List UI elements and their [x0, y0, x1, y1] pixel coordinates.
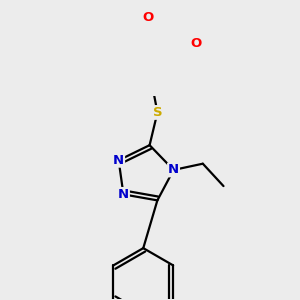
Text: O: O: [142, 11, 154, 24]
Text: N: N: [168, 164, 179, 176]
Text: S: S: [153, 106, 162, 119]
Text: O: O: [190, 37, 202, 50]
Text: N: N: [113, 154, 124, 167]
Text: N: N: [118, 188, 129, 201]
